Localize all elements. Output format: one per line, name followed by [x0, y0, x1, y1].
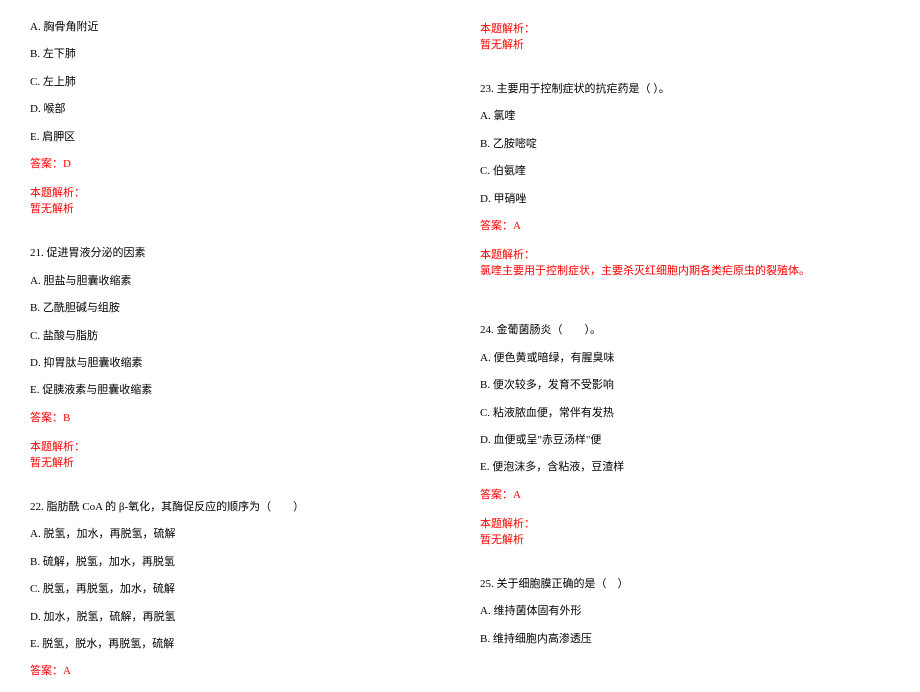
q22-option-e: E. 脱氢，脱水，再脱氢，硫解 — [30, 637, 450, 652]
q23-stem: 23. 主要用于控制症状的抗疟药是（ ）。 — [480, 82, 900, 97]
q22-stem: 22. 脂肪酰 CoA 的 β-氧化，其酶促反应的顺序为（ ） — [30, 500, 450, 515]
option-b: B. 左下肺 — [30, 47, 450, 62]
q23-analysis-text: 氯喹主要用于控制症状，主要杀灭红细胞内期各类疟原虫的裂殖体。 — [480, 262, 900, 278]
option-a: A. 胸骨角附近 — [30, 20, 450, 35]
q24-option-b: B. 便次较多，发育不受影响 — [480, 378, 900, 393]
q21-option-a: A. 胆盐与胆囊收缩素 — [30, 274, 450, 289]
q24-stem: 24. 金葡菌肠炎（ ）。 — [480, 323, 900, 338]
q23-option-b: B. 乙胺嘧啶 — [480, 137, 900, 152]
q23-answer: 答案：A — [480, 219, 900, 234]
left-column: A. 胸骨角附近 B. 左下肺 C. 左上肺 D. 喉部 E. 肩胛区 答案：D… — [30, 20, 450, 692]
q21-answer: 答案：B — [30, 411, 450, 426]
q21-analysis-block: 本题解析： 暂无解析 — [30, 438, 450, 470]
q22-option-a: A. 脱氢，加水，再脱氢，硫解 — [30, 527, 450, 542]
analysis-text: 暂无解析 — [480, 36, 900, 52]
analysis-block: 本题解析： 暂无解析 — [480, 20, 900, 52]
q24-option-e: E. 便泡沫多，含粘液，豆渣样 — [480, 460, 900, 475]
q25-option-b: B. 维持细胞内高渗透压 — [480, 632, 900, 647]
q25-option-a: A. 维持菌体固有外形 — [480, 604, 900, 619]
analysis-text: 暂无解析 — [30, 200, 450, 216]
answer: 答案：D — [30, 157, 450, 172]
q23-analysis-block: 本题解析： 氯喹主要用于控制症状，主要杀灭红细胞内期各类疟原虫的裂殖体。 — [480, 246, 900, 278]
option-e: E. 肩胛区 — [30, 130, 450, 145]
q24-option-a: A. 便色黄或暗绿，有腥臭味 — [480, 351, 900, 366]
q22-option-b: B. 硫解，脱氢，加水，再脱氢 — [30, 555, 450, 570]
q21-option-d: D. 抑胃肽与胆囊收缩素 — [30, 356, 450, 371]
q24-answer: 答案：A — [480, 488, 900, 503]
q23-analysis-label: 本题解析： — [480, 246, 900, 262]
q23-option-c: C. 伯氨喹 — [480, 164, 900, 179]
analysis-label: 本题解析： — [30, 184, 450, 200]
right-column: 本题解析： 暂无解析 23. 主要用于控制症状的抗疟药是（ ）。 A. 氯喹 B… — [480, 20, 900, 659]
q22-option-d: D. 加水，脱氢，硫解，再脱氢 — [30, 610, 450, 625]
analysis-label: 本题解析： — [480, 20, 900, 36]
q24-analysis-text: 暂无解析 — [480, 531, 900, 547]
q25-stem: 25. 关于细胞膜正确的是（ ） — [480, 577, 900, 592]
q24-option-c: C. 粘液脓血便，常伴有发热 — [480, 406, 900, 421]
option-d: D. 喉部 — [30, 102, 450, 117]
q23-option-d: D. 甲硝唑 — [480, 192, 900, 207]
q22-option-c: C. 脱氢，再脱氢，加水，硫解 — [30, 582, 450, 597]
q22-answer: 答案：A — [30, 664, 450, 679]
q24-option-d: D. 血便或呈"赤豆汤样"便 — [480, 433, 900, 448]
q21-analysis-label: 本题解析： — [30, 438, 450, 454]
q21-option-e: E. 促胰液素与胆囊收缩素 — [30, 383, 450, 398]
q24-analysis-label: 本题解析： — [480, 515, 900, 531]
q21-stem: 21. 促进胃液分泌的因素 — [30, 246, 450, 261]
q23-option-a: A. 氯喹 — [480, 109, 900, 124]
q21-analysis-text: 暂无解析 — [30, 454, 450, 470]
analysis-block: 本题解析： 暂无解析 — [30, 184, 450, 216]
q21-option-c: C. 盐酸与脂肪 — [30, 329, 450, 344]
q24-analysis-block: 本题解析： 暂无解析 — [480, 515, 900, 547]
option-c: C. 左上肺 — [30, 75, 450, 90]
q21-option-b: B. 乙酰胆碱与组胺 — [30, 301, 450, 316]
